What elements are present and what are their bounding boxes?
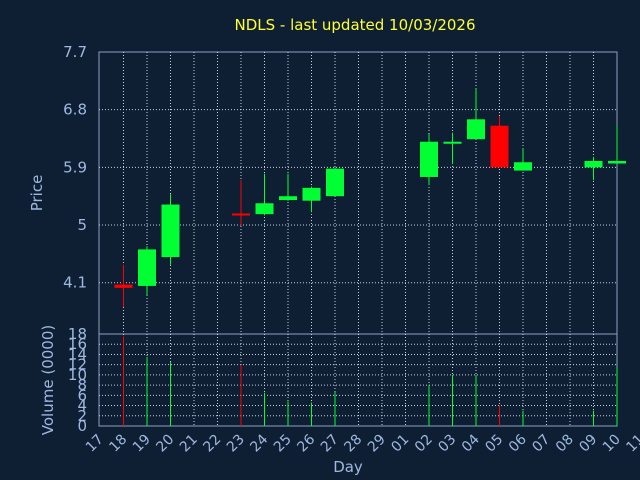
chart-title: NDLS - last updated 10/03/2026 xyxy=(234,16,475,34)
x-tick-label: 29 xyxy=(365,432,389,456)
candle-body xyxy=(608,160,626,164)
volume-tick-label: 8 xyxy=(77,376,87,394)
x-axis-label: Day xyxy=(333,458,363,476)
x-tick-label: 08 xyxy=(553,432,577,456)
x-tick-label: 09 xyxy=(576,432,600,456)
x-tick-label: 28 xyxy=(341,432,365,456)
volume-grid xyxy=(99,334,617,426)
price-grid xyxy=(99,52,617,334)
x-tick-label: 24 xyxy=(247,431,271,455)
x-tick-label: 11 xyxy=(623,432,640,456)
x-tick-label: 21 xyxy=(177,432,201,456)
x-tick-label: 06 xyxy=(506,431,530,455)
volume-bars xyxy=(123,336,618,426)
price-panel: 4.1 5 5.9 6.8 7.7 xyxy=(63,43,626,335)
candle-body xyxy=(420,141,438,177)
candle-body xyxy=(514,162,532,171)
candle-body xyxy=(138,249,156,286)
x-tick-label: 20 xyxy=(153,432,177,456)
x-tick-label: 25 xyxy=(271,432,295,456)
x-tick-label: 18 xyxy=(106,432,130,456)
x-tick-label: 19 xyxy=(130,432,154,456)
volume-tick-label: 10 xyxy=(68,366,87,384)
x-tick-label: 22 xyxy=(200,432,224,456)
candle-body xyxy=(490,125,509,168)
candle-body xyxy=(255,203,274,215)
volume-axis-label: Volume (0000) xyxy=(39,325,57,435)
x-tick-label: 17 xyxy=(83,432,107,456)
x-tick-label: 10 xyxy=(600,432,624,456)
price-tick-label: 5.9 xyxy=(63,158,87,176)
x-tick-label: 01 xyxy=(388,432,412,456)
x-tick-labels: 17 18 19 20 21 22 23 24 25 26 27 28 29 01 02 03 04 05 06 07… xyxy=(83,431,640,455)
volume-tick-label: 2 xyxy=(77,407,87,425)
x-tick-label: 02 xyxy=(412,432,436,456)
volume-tick-label: 14 xyxy=(68,345,87,363)
candle-body xyxy=(232,213,250,216)
x-tick-label: 03 xyxy=(435,432,459,456)
candle-body xyxy=(302,187,321,201)
candle-body xyxy=(279,196,297,201)
price-y-ticks: 4.1 5 5.9 6.8 7.7 xyxy=(63,43,87,292)
price-tick-label: 4.1 xyxy=(63,274,87,292)
candle-body xyxy=(467,119,485,140)
volume-tick-label: 6 xyxy=(77,386,87,404)
x-tick-label: 05 xyxy=(482,432,506,456)
price-tick-label: 5 xyxy=(77,216,87,234)
candle-body xyxy=(161,204,180,258)
x-tick-label: 04 xyxy=(459,431,483,455)
price-tick-label: 6.8 xyxy=(63,101,87,119)
price-tick-label: 7.7 xyxy=(63,43,87,61)
x-tick-label: 23 xyxy=(224,432,248,456)
volume-tick-label: 16 xyxy=(68,335,87,353)
x-tick-label: 27 xyxy=(318,432,342,456)
x-tick-label: 26 xyxy=(294,431,318,455)
candle-body xyxy=(114,284,133,288)
x-tick-label: 07 xyxy=(529,432,553,456)
candle-body xyxy=(326,168,344,197)
volume-tick-label: 12 xyxy=(68,356,87,374)
volume-tick-label: 0 xyxy=(77,417,87,435)
candle-body xyxy=(584,160,603,168)
volume-tick-label: 18 xyxy=(68,325,87,343)
candle-body xyxy=(443,141,462,144)
price-axis-label: Price xyxy=(28,175,46,212)
volume-tick-label: 4 xyxy=(77,397,87,415)
candles xyxy=(114,88,626,308)
